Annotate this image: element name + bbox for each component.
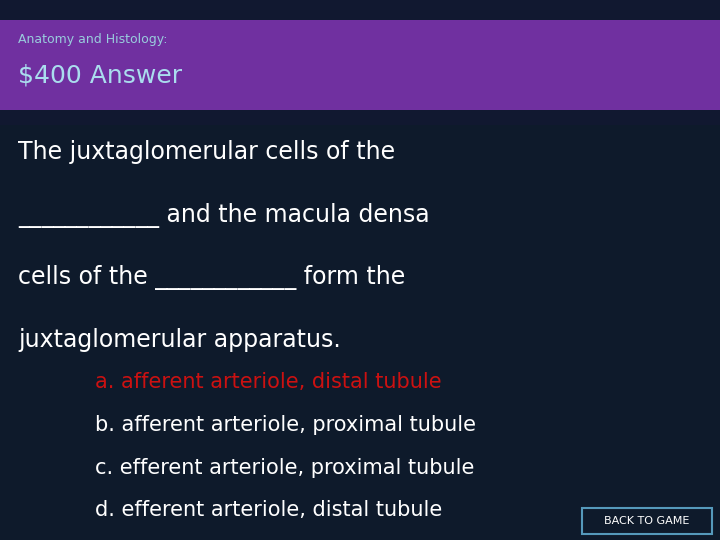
Text: BACK TO GAME: BACK TO GAME bbox=[604, 516, 690, 526]
Text: $400 Answer: $400 Answer bbox=[18, 63, 182, 87]
Text: cells of the ____________ form the: cells of the ____________ form the bbox=[18, 265, 405, 289]
Text: d. efferent arteriole, distal tubule: d. efferent arteriole, distal tubule bbox=[95, 500, 442, 520]
FancyBboxPatch shape bbox=[0, 0, 720, 20]
Text: The juxtaglomerular cells of the: The juxtaglomerular cells of the bbox=[18, 140, 395, 164]
Text: juxtaglomerular apparatus.: juxtaglomerular apparatus. bbox=[18, 328, 341, 352]
FancyBboxPatch shape bbox=[0, 110, 720, 125]
FancyBboxPatch shape bbox=[582, 508, 712, 534]
Text: c. efferent arteriole, proximal tubule: c. efferent arteriole, proximal tubule bbox=[95, 458, 474, 478]
Text: a. afferent arteriole, distal tubule: a. afferent arteriole, distal tubule bbox=[95, 372, 441, 392]
Text: Anatomy and Histology:: Anatomy and Histology: bbox=[18, 33, 168, 46]
FancyBboxPatch shape bbox=[0, 20, 720, 110]
Text: b. afferent arteriole, proximal tubule: b. afferent arteriole, proximal tubule bbox=[95, 415, 476, 435]
Text: ____________ and the macula densa: ____________ and the macula densa bbox=[18, 202, 430, 227]
